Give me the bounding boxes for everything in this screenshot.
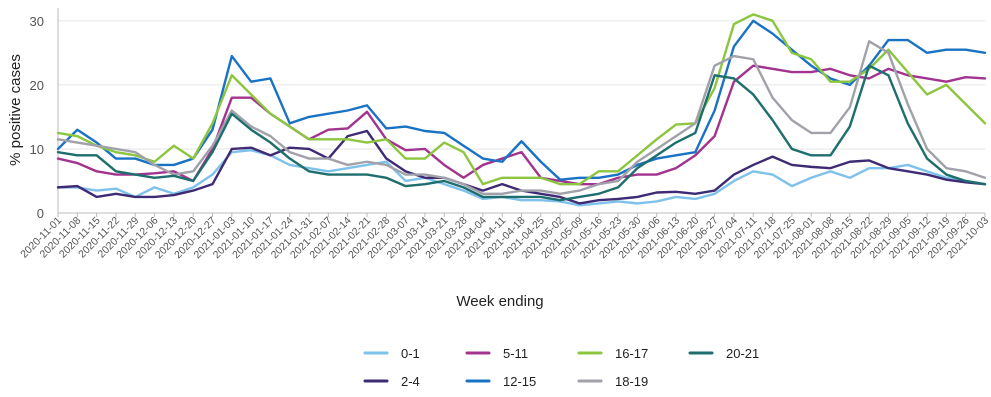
legend-label: 20-21 bbox=[726, 346, 759, 361]
legend-label: 18-19 bbox=[615, 374, 648, 389]
series-line-18-19 bbox=[56, 40, 987, 195]
series-lines bbox=[56, 13, 987, 207]
y-tick-label: 30 bbox=[30, 14, 44, 29]
x-axis: 2020-11-012020-11-082020-11-152020-11-22… bbox=[18, 213, 991, 261]
series-line-0-1 bbox=[56, 149, 987, 207]
x-axis-title: Week ending bbox=[456, 293, 543, 310]
y-tick-label: 0 bbox=[37, 206, 44, 221]
series-line-20-21 bbox=[56, 64, 987, 202]
y-tick-label: 10 bbox=[30, 142, 44, 157]
y-axis-title: % positive cases bbox=[7, 54, 24, 166]
series-line-16-17 bbox=[56, 13, 987, 186]
series-line-12-15 bbox=[56, 19, 987, 181]
y-axis: 0 10 20 30 bbox=[30, 8, 59, 221]
legend-label: 5-11 bbox=[503, 346, 528, 361]
legend-label: 12-15 bbox=[503, 374, 536, 389]
y-tick-label: 20 bbox=[30, 78, 44, 93]
legend-label: 0-1 bbox=[401, 346, 420, 361]
legend-label: 16-17 bbox=[615, 346, 648, 361]
legend-label: 2-4 bbox=[401, 374, 420, 389]
series-line-5-11 bbox=[56, 64, 987, 186]
legend: 0-1 5-11 16-17 20-21 2-4 12-15 18-19 bbox=[363, 346, 759, 389]
